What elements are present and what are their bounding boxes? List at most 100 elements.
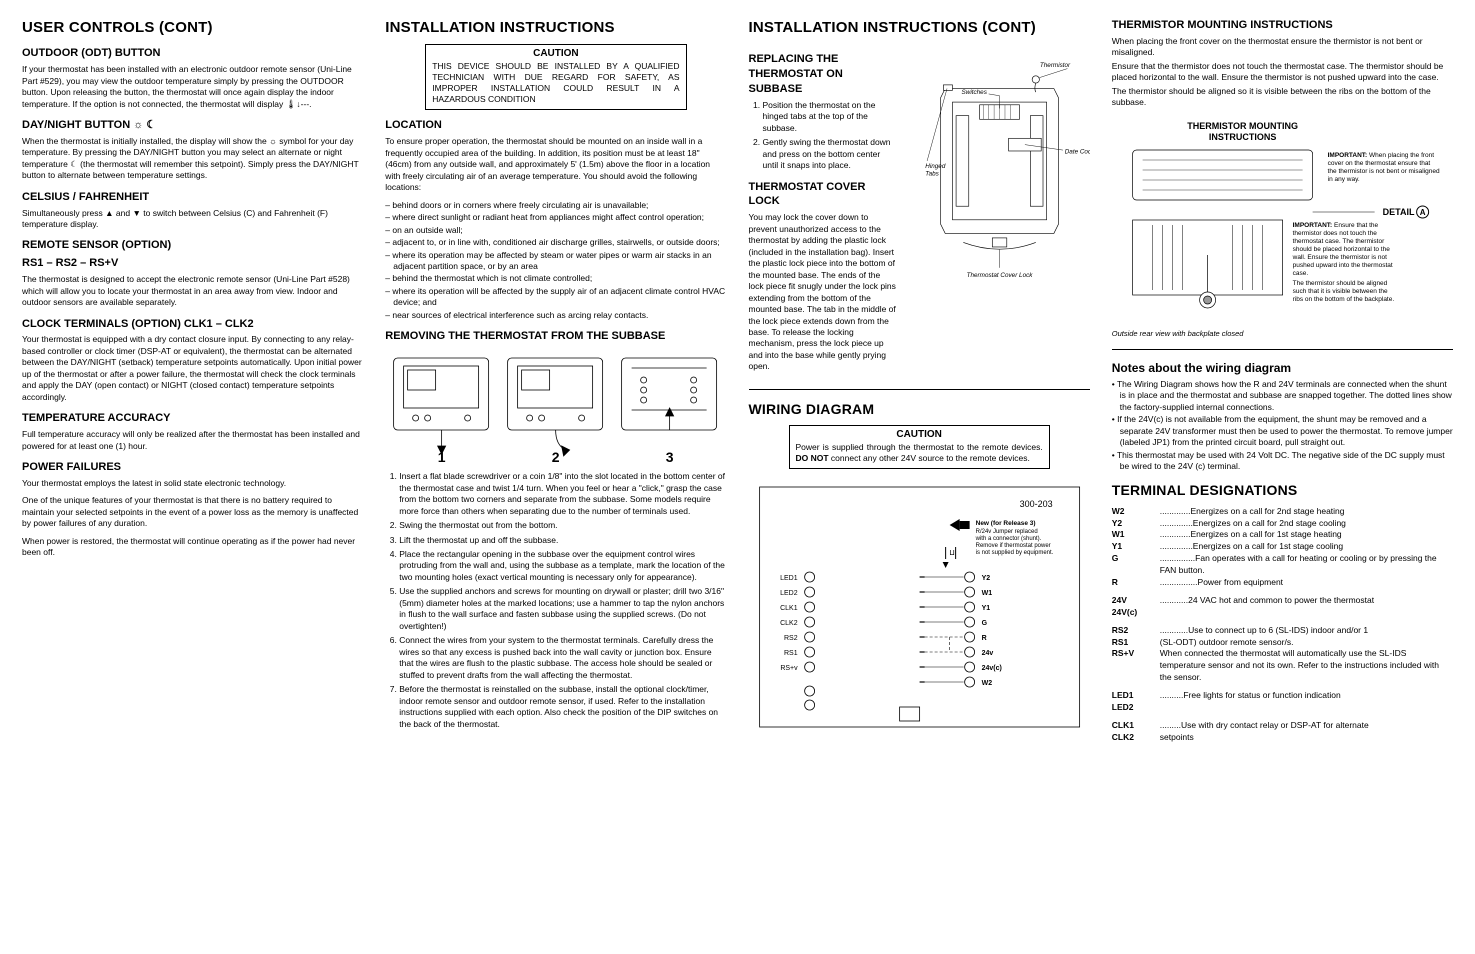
wiring-note2d: is not supplied by equipment. [975, 550, 1053, 556]
caution-title: CAUTION [432, 47, 679, 60]
loc-list: behind doors or in corners where freely … [385, 200, 726, 322]
h2-location: LOCATION [385, 118, 726, 133]
subbase-figure-col: Thermistor Switches Date Code Hinged Tab… [909, 44, 1090, 379]
removal-step: Connect the wires from your system to th… [399, 635, 726, 681]
p-cf: Simultaneously press ▲ and ▼ to switch b… [22, 208, 363, 231]
svg-text:G: G [981, 620, 987, 627]
wiring-note2c: Remove if thermostat power [975, 543, 1050, 549]
svg-text:in any way.: in any way. [1327, 176, 1359, 183]
svg-text:ribs on the bottom of the back: ribs on the bottom of the backplate. [1292, 296, 1394, 303]
loc-item: behind doors or in corners where freely … [385, 200, 726, 211]
wiring-model: 300-203 [1019, 499, 1052, 509]
removal-step: Place the rectangular opening in the sub… [399, 549, 726, 583]
svg-text:RS+v: RS+v [780, 665, 798, 672]
term-row: W2.............Energizes on a call for 2… [1112, 506, 1453, 518]
lbl-hinged2: Tabs [925, 171, 939, 178]
loc-item: behind the thermostat which is not clima… [385, 273, 726, 284]
removal-step: Swing the thermostat out from the bottom… [399, 520, 726, 531]
term-row: Y2..............Energizes on a call for … [1112, 518, 1453, 530]
svg-text:W1: W1 [981, 590, 992, 597]
p-pf2: One of the unique features of your therm… [22, 495, 363, 529]
figure-wiring: 300-203 New (for Release 3) R/24v Jumper… [749, 477, 1090, 737]
svg-text:A: A [1419, 208, 1425, 217]
h1-install-cont: INSTALLATION INSTRUCTIONS (CONT) [749, 18, 1090, 38]
lbl-switches: Switches [961, 89, 987, 96]
svg-text:should be placed horizontal to: should be placed horizontal to the [1292, 246, 1390, 253]
h2-outdoor: OUTDOOR (ODT) BUTTON [22, 46, 363, 61]
removal-step: Insert a flat blade screwdriver or a coi… [399, 471, 726, 517]
svg-text:the thermistor is not bent or: the thermistor is not bent or misaligned [1327, 168, 1439, 175]
caution-body-wiring: Power is supplied through the thermostat… [796, 442, 1043, 464]
terms-block-4: LED1..........Free lights for status or … [1112, 690, 1453, 714]
tmi-detail: DETAIL [1382, 207, 1414, 217]
divider [749, 389, 1090, 390]
tmi-title1: THERMISTOR MOUNTING [1187, 121, 1298, 131]
figure-thermistor: THERMISTOR MOUNTING INSTRUCTIONS IMPORTA… [1112, 115, 1453, 325]
fig-n3: 3 [666, 449, 674, 465]
h2-rs: REMOTE SENSOR (OPTION) [22, 238, 363, 253]
svg-text:CLK1: CLK1 [780, 605, 798, 612]
p-tmi1: When placing the front cover on the ther… [1112, 36, 1453, 59]
terms-block-5: CLK1.........Use with dry contact relay … [1112, 720, 1453, 744]
h2-pf: POWER FAILURES [22, 460, 363, 475]
loc-item: where its operation will be affected by … [385, 286, 726, 309]
replace-steps: Position the thermostat on the hinged ta… [763, 100, 897, 172]
h2-tmi: THERMISTOR MOUNTING INSTRUCTIONS [1112, 18, 1453, 33]
p-rs: The thermostat is designed to accept the… [22, 274, 363, 308]
svg-text:pushed upward into the thermos: pushed upward into the thermostat [1292, 262, 1392, 269]
h2-removing: REMOVING THE THERMOSTAT FROM THE SUBBASE [385, 329, 726, 344]
h2-cf: CELSIUS / FAHRENHEIT [22, 190, 363, 205]
term-row: CLK1.........Use with dry contact relay … [1112, 720, 1453, 732]
caution-body: THIS DEVICE SHOULD BE INSTALLED BY A QUA… [432, 61, 679, 105]
removal-step: Lift the thermostat up and off the subba… [399, 535, 726, 546]
column-install: INSTALLATION INSTRUCTIONS CAUTION THIS D… [385, 18, 726, 936]
removal-step: Use the supplied anchors and screws for … [399, 586, 726, 632]
loc-item: where direct sunlight or radiant heat fr… [385, 212, 726, 223]
p-outdoor: If your thermostat has been installed wi… [22, 64, 363, 110]
term-row: CLK2setpoints [1112, 732, 1453, 744]
h1-user-controls: USER CONTROLS (CONT) [22, 18, 363, 38]
svg-text:LED1: LED1 [780, 575, 798, 582]
h1-wiring: WIRING DIAGRAM [749, 400, 1090, 419]
caution-wiring: CAUTION Power is supplied through the th… [789, 425, 1050, 469]
column-install-cont: INSTALLATION INSTRUCTIONS (CONT) REPLACI… [749, 18, 1090, 936]
term-row: RS+VWhen connected the thermostat will a… [1112, 648, 1453, 684]
lbl-thermistor: Thermistor [1040, 62, 1071, 69]
svg-text:IMPORTANT: When placing the fr: IMPORTANT: When placing the front [1327, 152, 1434, 159]
h2-clk: CLOCK TERMINALS (OPTION) CLK1 – CLK2 [22, 317, 363, 332]
p-pf3: When power is restored, the thermostat w… [22, 536, 363, 559]
term-row: Y1..............Energizes on a call for … [1112, 541, 1453, 553]
h2-ta: TEMPERATURE ACCURACY [22, 411, 363, 426]
svg-text:R: R [981, 635, 986, 642]
replace-text: REPLACING THE THERMOSTAT ON SUBBASE Posi… [749, 44, 897, 379]
column-thermistor-notes: THERMISTOR MOUNTING INSTRUCTIONS When pl… [1112, 18, 1453, 936]
caution-install: CAUTION THIS DEVICE SHOULD BE INSTALLED … [425, 44, 686, 110]
tmi-title2: INSTRUCTIONS [1209, 132, 1277, 142]
note-item: If the 24V(c) is not available from the … [1112, 414, 1453, 448]
term-row: LED2 [1112, 702, 1453, 714]
tmi-caption: Outside rear view with backplate closed [1112, 329, 1453, 339]
term-row: RS2............Use to connect up to 6 (S… [1112, 625, 1453, 637]
notes-list: The Wiring Diagram shows how the R and 2… [1112, 379, 1453, 473]
wiring-note2a: R/24v Jumper replaced [975, 529, 1037, 535]
h2-notes: Notes about the wiring diagram [1112, 360, 1453, 376]
wiring-note2b: with a connector (shunt). [974, 536, 1041, 542]
wiring-note1: New (for Release 3) [975, 520, 1035, 527]
terms-block-1: W2.............Energizes on a call for 2… [1112, 506, 1453, 589]
term-row: 24V............24 VAC hot and common to … [1112, 595, 1453, 607]
term-row: G...............Fan operates with a call… [1112, 553, 1453, 577]
lbl-coverlock: Thermostat Cover Lock [966, 272, 1033, 279]
h2-coverlock: THERMOSTAT COVER LOCK [749, 180, 897, 210]
loc-item: on an outside wall; [385, 225, 726, 236]
svg-text:cover on the thermostat ensure: cover on the thermostat ensure that [1327, 160, 1430, 167]
loc-item: near sources of electrical interference … [385, 310, 726, 321]
svg-text:Y2: Y2 [981, 575, 990, 582]
replace-step: Position the thermostat on the hinged ta… [763, 100, 897, 134]
p-coverlock: You may lock the cover down to prevent u… [749, 212, 897, 373]
svg-text:The thermistor should be align: The thermistor should be aligned [1292, 280, 1387, 287]
svg-text:24v: 24v [981, 650, 993, 657]
terms-block-3: RS2............Use to connect up to 6 (S… [1112, 625, 1453, 684]
term-row: W1.............Energizes on a call for 1… [1112, 529, 1453, 541]
h2-rs-sub: RS1 – RS2 – RS+V [22, 256, 363, 271]
replace-step: Gently swing the thermostat down and pre… [763, 137, 897, 171]
